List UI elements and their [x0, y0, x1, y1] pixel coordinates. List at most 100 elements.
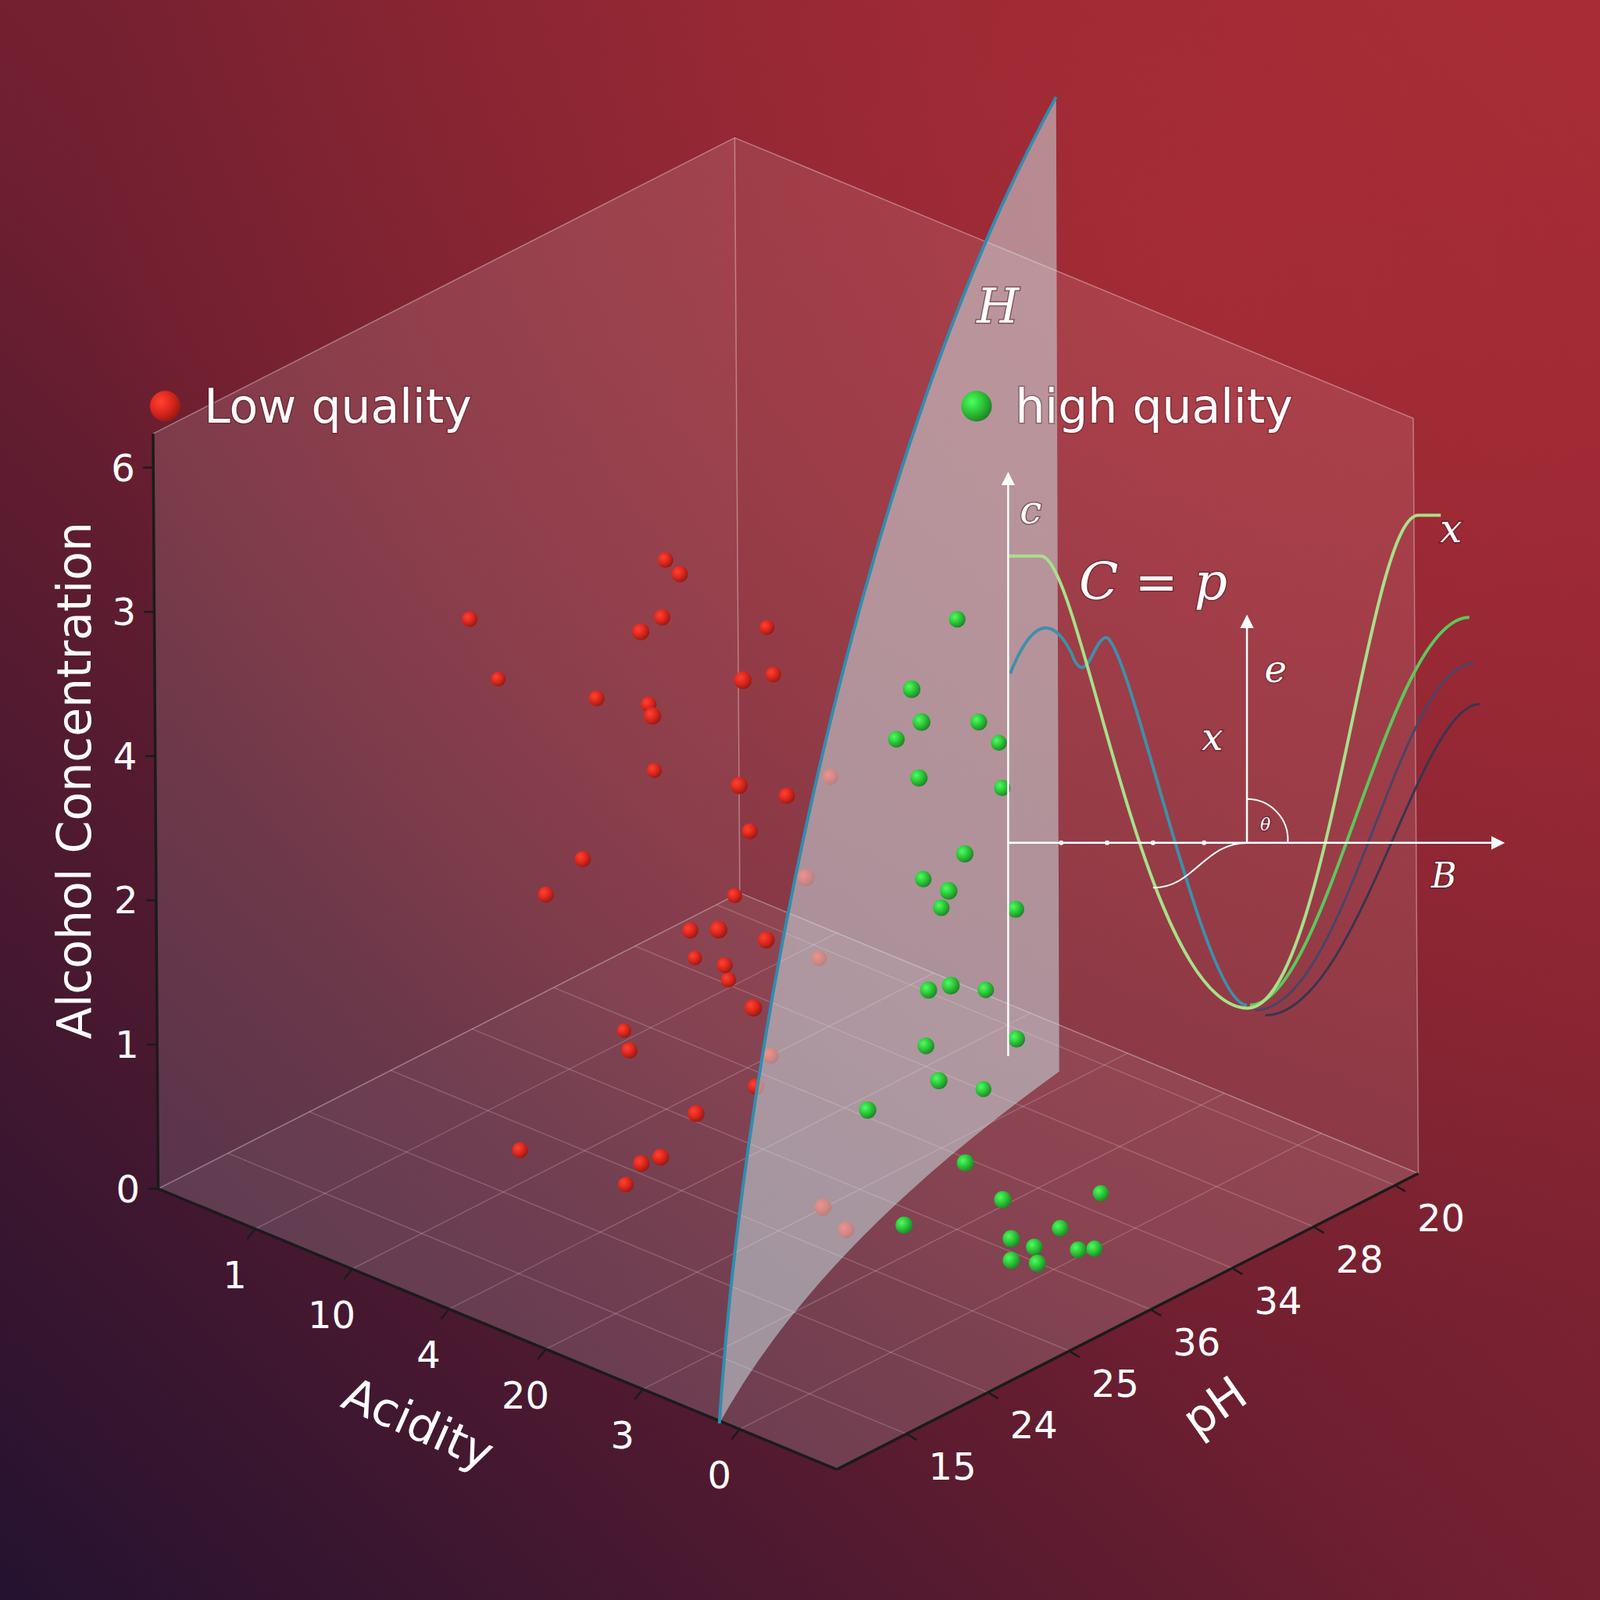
tick-label: 20	[1417, 1196, 1465, 1240]
data-point	[917, 1037, 934, 1054]
axis-title: Alcohol Concentration	[46, 521, 102, 1040]
data-point	[1002, 1230, 1020, 1248]
data-point	[957, 1154, 975, 1172]
z-axis-line	[153, 433, 159, 1190]
data-point	[977, 982, 994, 999]
tick-mark	[537, 1349, 546, 1360]
data-point	[652, 1148, 670, 1166]
data-point	[956, 845, 974, 863]
tick-mark	[146, 1043, 158, 1047]
data-point	[1069, 1241, 1086, 1258]
data-point	[512, 1142, 529, 1158]
tick-label: 20	[501, 1373, 550, 1418]
tick-label: 24	[1010, 1403, 1058, 1447]
tick-label: 3	[111, 589, 136, 634]
annotation: θ	[1260, 814, 1271, 835]
data-point	[778, 787, 796, 804]
data-point	[1003, 1251, 1021, 1269]
data-point	[646, 762, 662, 778]
tick-label: 0	[115, 1167, 140, 1211]
inset-curve	[1010, 628, 1247, 1006]
background	[0, 0, 1600, 1600]
inset-diagram	[1007, 474, 1502, 1056]
tick-mark	[146, 899, 157, 902]
data-point	[632, 623, 650, 641]
data-point	[1007, 1030, 1025, 1048]
tick-mark	[1232, 1267, 1243, 1275]
points-1	[859, 610, 1110, 1272]
inset-curve	[1265, 703, 1480, 1015]
background-glow	[0, 0, 1600, 1600]
tick-label: 6	[110, 446, 136, 490]
tick-label: 34	[1254, 1278, 1303, 1323]
chart-svg: HcC = pexxBθ1104203015242536342820012436…	[0, 0, 1600, 1600]
inset-axis	[1007, 474, 1010, 1056]
data-point	[1025, 1238, 1043, 1255]
inset-curve	[1153, 842, 1247, 888]
data-point	[721, 971, 737, 988]
data-point	[993, 1190, 1011, 1208]
annotation: e	[1264, 646, 1286, 691]
data-point	[975, 1081, 993, 1098]
data-point	[491, 671, 507, 687]
data-point	[920, 981, 938, 999]
tick-mark	[906, 1433, 917, 1440]
box-edge	[157, 892, 740, 1190]
box-edge	[734, 137, 1414, 418]
tick-mark	[988, 1392, 999, 1399]
data-point	[653, 609, 671, 626]
tick-label: 3	[610, 1413, 635, 1458]
data-point	[657, 552, 674, 568]
legend: Low quality high quality	[150, 378, 1293, 434]
data-point	[970, 713, 988, 731]
inset-curve	[1250, 617, 1470, 1005]
annotations: HcC = pexxBθ	[975, 277, 1462, 896]
annotation: x	[1439, 506, 1462, 552]
legend-label: high quality	[1015, 378, 1293, 434]
data-point	[757, 931, 775, 949]
decision-surface	[719, 96, 1060, 1424]
data-point	[914, 871, 932, 888]
tick-mark	[731, 1428, 740, 1440]
tick-mark	[1150, 1309, 1161, 1316]
legend-label: Low quality	[203, 378, 472, 434]
data-point	[742, 823, 759, 840]
data-point	[895, 1216, 913, 1234]
angle-arc	[1246, 799, 1288, 843]
tick-label: 4	[416, 1332, 441, 1377]
data-point	[671, 565, 689, 583]
data-point	[1007, 900, 1025, 918]
tick-mark	[142, 466, 154, 469]
tick-mark	[1395, 1185, 1406, 1192]
tick-mark	[246, 1228, 255, 1240]
data-point	[765, 666, 782, 683]
tick-label: 25	[1091, 1361, 1140, 1406]
data-point	[942, 976, 961, 995]
tick-label: 36	[1172, 1320, 1221, 1365]
data-point	[930, 1071, 948, 1090]
inset-axis	[1007, 842, 1502, 845]
data-point	[537, 886, 554, 904]
data-point	[1085, 1240, 1103, 1258]
data-point	[759, 620, 775, 636]
data-point	[730, 777, 748, 795]
inset-dot	[1150, 840, 1156, 846]
data-point	[709, 921, 728, 940]
data-point	[682, 922, 699, 940]
tick-label: 4	[113, 734, 138, 779]
data-point	[687, 1104, 705, 1122]
annotation: x	[1201, 714, 1223, 759]
tick-mark	[145, 755, 156, 758]
tick-label: 1	[114, 1022, 140, 1067]
annotation: H	[975, 277, 1021, 335]
data-point	[734, 671, 753, 690]
y-axis-line	[836, 1173, 1418, 1470]
annotation: C = p	[1078, 551, 1228, 612]
inset-axis	[1246, 617, 1249, 843]
data-point	[632, 1155, 650, 1172]
axis-titles: Alcohol ConcentrationAciditypH	[46, 521, 1257, 1481]
tick-label: 10	[307, 1292, 356, 1337]
legend-swatch	[150, 390, 181, 422]
data-point	[1028, 1254, 1047, 1272]
inset-dot	[1201, 840, 1207, 846]
